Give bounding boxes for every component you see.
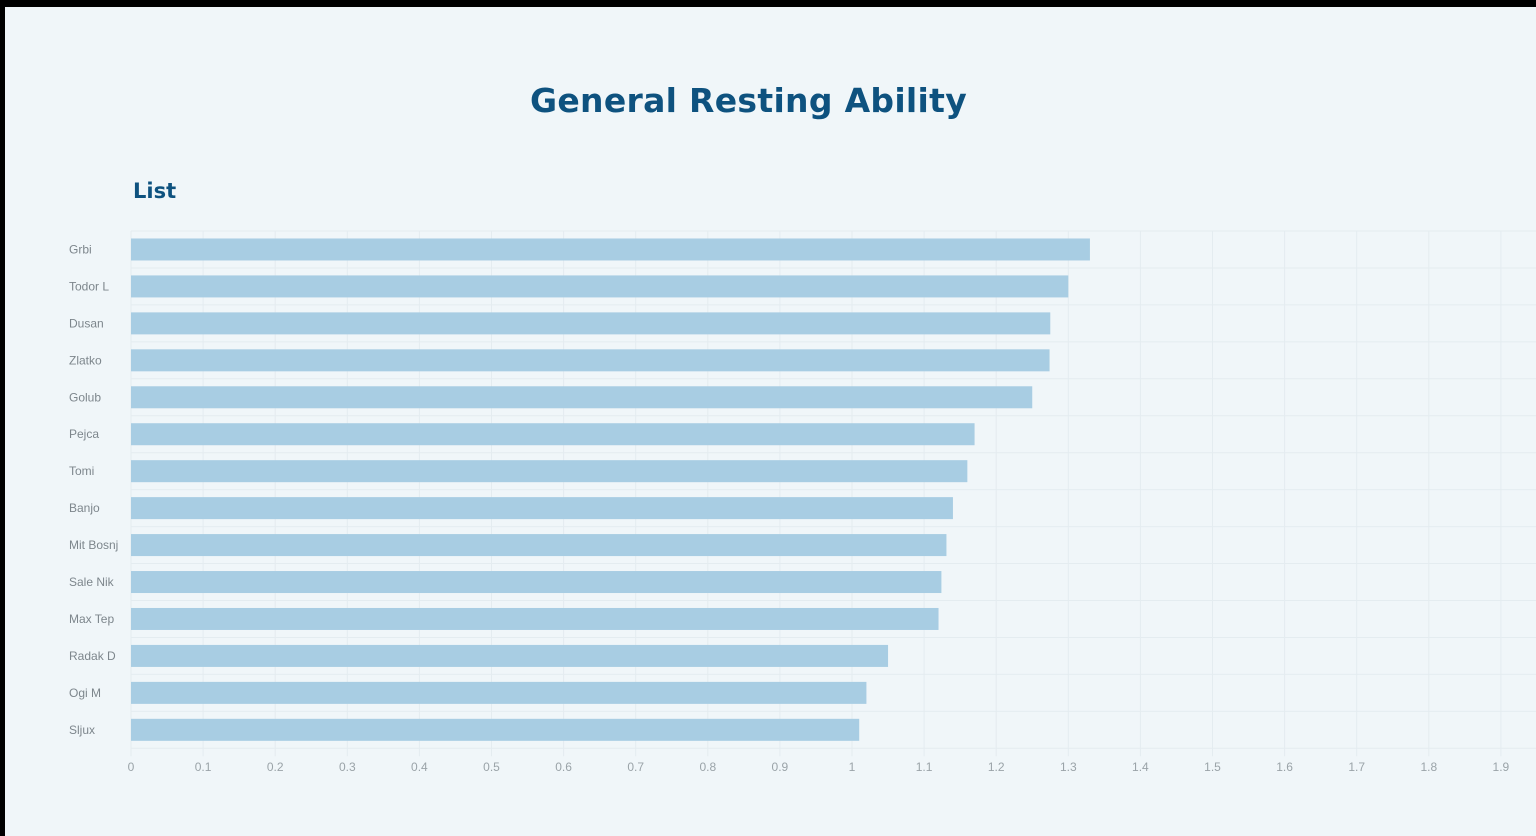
x-tick-label: 1.5 (1204, 760, 1221, 774)
bar[interactable] (131, 571, 942, 594)
category-label: Tomi (69, 464, 94, 478)
bar[interactable] (131, 534, 947, 557)
x-tick-label: 0.3 (339, 760, 356, 774)
category-label: Dusan (69, 316, 104, 330)
x-tick-label: 0 (128, 760, 135, 774)
x-tick-label: 1.1 (916, 760, 933, 774)
category-labels: Grbi Todor L Dusan Zlatko Golub Pejca Tomi Banj… (69, 242, 118, 736)
x-tick-label: 1.4 (1132, 760, 1149, 774)
x-tick-label: 1.2 (988, 760, 1005, 774)
category-label: Sale Nik (69, 575, 115, 589)
bar[interactable] (131, 386, 1033, 409)
bar[interactable] (131, 718, 860, 741)
x-tick-label: 0.7 (627, 760, 644, 774)
bar[interactable] (131, 275, 1069, 298)
category-label: Todor L (69, 279, 109, 293)
bar[interactable] (131, 423, 975, 446)
chart-title: General Resting Ability (529, 81, 968, 120)
grid-lines (130, 230, 1536, 757)
category-label: Golub (69, 390, 101, 404)
x-tick-label: 0.1 (195, 760, 212, 774)
bar[interactable] (131, 644, 889, 667)
category-label: Max Tep (69, 612, 114, 626)
x-tick-label: 1 (849, 760, 856, 774)
bar[interactable] (131, 460, 968, 483)
category-label: Zlatko (69, 353, 102, 367)
x-tick-label: 1.9 (1493, 760, 1510, 774)
x-tick-label: 1.7 (1348, 760, 1365, 774)
x-tick-label: 0.9 (772, 760, 789, 774)
bar[interactable] (131, 607, 939, 630)
category-label: Sljux (69, 723, 95, 737)
category-label: Banjo (69, 501, 100, 515)
x-tick-label: 0.5 (483, 760, 500, 774)
bar[interactable] (131, 681, 867, 704)
x-tick-label: 1.8 (1420, 760, 1437, 774)
category-label: Radak D (69, 649, 116, 663)
x-tick-label: 0.2 (267, 760, 284, 774)
bars (131, 238, 1090, 741)
x-tick-label: 0.8 (699, 760, 716, 774)
category-label: Pejca (69, 427, 99, 441)
category-label: Grbi (69, 242, 92, 256)
x-tick-label: 1.3 (1060, 760, 1077, 774)
category-label: Mit Bosnj (69, 538, 118, 552)
x-tick-label: 0.4 (411, 760, 428, 774)
bar[interactable] (131, 312, 1051, 335)
x-tick-label: 1.6 (1276, 760, 1293, 774)
chart-subtitle: List (133, 179, 177, 203)
category-label: Ogi M (69, 686, 101, 700)
bar[interactable] (131, 497, 953, 520)
bar[interactable] (131, 349, 1050, 372)
x-tick-label: 0.6 (555, 760, 572, 774)
x-axis-ticks: 0 0.1 0.2 0.3 0.4 0.5 0.6 0.7 0.8 0.9 1 1.1 1.2 1.3 1.… (128, 760, 1510, 774)
bar[interactable] (131, 238, 1090, 261)
